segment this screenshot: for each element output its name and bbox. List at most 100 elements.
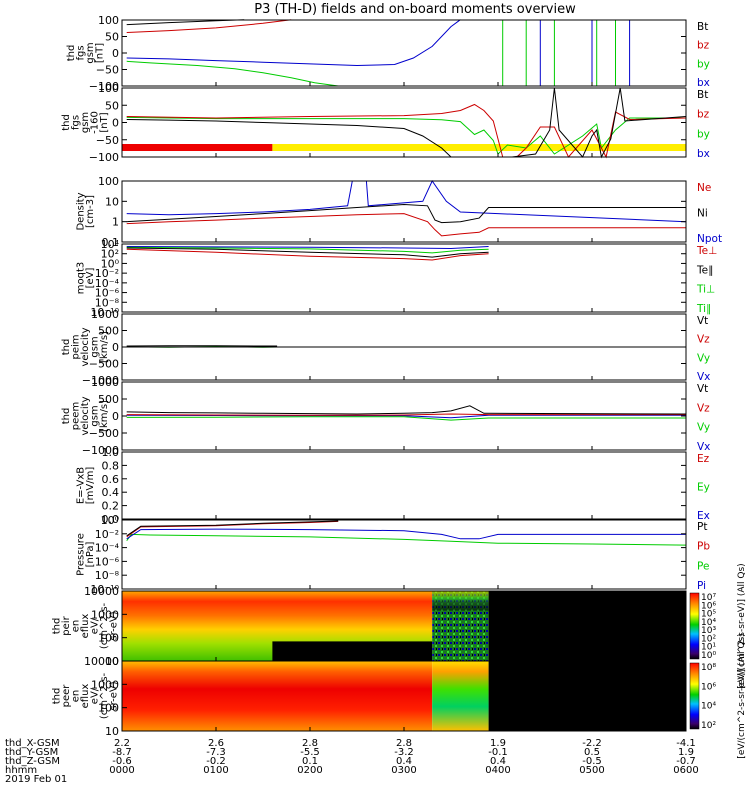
legend-entry: Ne xyxy=(697,182,711,194)
legend-entry: Ni xyxy=(697,208,708,220)
legend-entry: bz xyxy=(697,40,710,52)
legend-entry: by xyxy=(697,128,710,140)
legend-entry: Pe xyxy=(697,560,709,572)
legend-entry: Npot xyxy=(697,233,722,245)
footer-value: 0400 xyxy=(485,765,510,776)
y-tick-label: 10000 xyxy=(84,585,119,598)
y-tick-label: 0.8 xyxy=(102,459,120,472)
data-series-line xyxy=(127,406,686,414)
data-series-line xyxy=(127,417,686,420)
y-tick-label: 10 xyxy=(105,195,119,208)
legend-entry: bx xyxy=(697,77,710,89)
data-series-line xyxy=(127,61,339,86)
footer-value: 0600 xyxy=(673,765,698,776)
y-tick-label: 1 xyxy=(112,216,119,229)
y-tick-label: 10⁻⁶ xyxy=(95,555,120,568)
y-tick-label: 50 xyxy=(105,99,119,112)
legend-entry: Vy xyxy=(697,352,710,364)
y-axis-label: [mV/m] xyxy=(85,467,96,505)
y-tick-label: 10⁻⁸ xyxy=(95,569,120,582)
y-axis-label: [nT] xyxy=(94,43,105,63)
colorbar-tick-label: 10⁸ xyxy=(701,663,716,673)
y-tick-label: 100 xyxy=(98,82,119,95)
data-series-line xyxy=(127,521,339,536)
y-tick-label: −50 xyxy=(96,134,119,147)
panel-4: 10⁴10²10⁰10⁻²10⁻⁴10⁻⁶10⁻⁸10⁻¹⁰moqt3[eV]T… xyxy=(75,238,717,319)
legend-entry: Vt xyxy=(697,315,708,327)
y-axis-label: sr-eV) xyxy=(109,611,120,640)
data-series-line xyxy=(127,181,686,222)
legend-entry: Bt xyxy=(697,89,708,101)
legend-entry: Pt xyxy=(697,521,707,533)
legend-entry: Pb xyxy=(697,541,710,553)
y-tick-label: −50 xyxy=(96,64,119,77)
y-axis-label: [km/s] xyxy=(99,400,110,432)
panel-5: 10005000−500−1000thdpeimvelocitygsm[km/s… xyxy=(61,308,710,387)
panel-8: 10⁰10⁻²10⁻⁴10⁻⁶10⁻⁸10⁻¹⁰Pressure[nPa]PtP… xyxy=(75,514,710,596)
y-tick-label: 50 xyxy=(105,31,119,44)
data-series-line xyxy=(127,20,292,33)
legend-entry: Ti⊥ xyxy=(696,284,715,296)
y-tick-label: 0 xyxy=(112,117,119,130)
colorbar xyxy=(690,663,699,729)
colorbar-tick-label: 10² xyxy=(701,721,716,731)
footer-value: 0000 xyxy=(109,765,134,776)
y-tick-label: 0.6 xyxy=(102,473,120,486)
y-axis-label: sr-eV) xyxy=(109,681,120,710)
legend-entry: Vx xyxy=(697,371,710,383)
legend-entry: Ey xyxy=(697,482,710,494)
legend-entry: Vx xyxy=(697,441,710,453)
colorbar-tick-label: 10⁰ xyxy=(701,651,716,661)
legend-entry: Vz xyxy=(697,402,710,414)
data-series-line xyxy=(127,249,489,260)
legend-entry: Pi xyxy=(697,580,706,592)
y-tick-label: 10000 xyxy=(84,655,119,668)
footer-date: 2019 Feb 01 xyxy=(5,774,67,785)
y-axis-label: [nT] xyxy=(99,112,110,132)
y-tick-label: 10⁻⁴ xyxy=(95,542,120,555)
mode-bar-segment xyxy=(122,144,272,151)
spectrogram-transition-region xyxy=(432,661,488,731)
y-tick-label: 0 xyxy=(112,47,119,60)
colorbar xyxy=(690,593,699,659)
spectrogram-no-data xyxy=(489,661,686,731)
y-tick-label: 10 xyxy=(105,725,119,738)
colorbar-label: [eV/(cm^2-s-sr-eV)] (All Qs) xyxy=(737,633,747,758)
panel-frame xyxy=(122,244,686,312)
footer-value: 0200 xyxy=(297,765,322,776)
y-tick-label: 1000 xyxy=(91,308,119,321)
y-tick-label: 0.4 xyxy=(102,486,120,499)
y-tick-label: 1000 xyxy=(91,376,119,389)
y-tick-label: −100 xyxy=(89,151,119,164)
data-series-line xyxy=(127,529,686,539)
legend-entry: Vz xyxy=(697,334,710,346)
colorbar-tick-label: 10⁶ xyxy=(701,682,716,692)
y-tick-label: 0.2 xyxy=(102,500,120,513)
colorbar-tick-label: 10⁴ xyxy=(701,702,716,712)
panel-6: 10005000−500−1000thdpeemvelocitygsm[km/s… xyxy=(61,376,710,457)
panels: 100500−50−100thdfgsgsm[nT]Btbzbybx100500… xyxy=(52,14,748,759)
footer-value: 0100 xyxy=(203,765,228,776)
spectrogram-high-energy-region xyxy=(432,591,488,611)
y-tick-label: 100 xyxy=(98,14,119,27)
y-axis-label: [cm-3] xyxy=(85,195,96,228)
spectrogram-no-data xyxy=(489,591,686,661)
panel-frame xyxy=(122,181,686,242)
panel-frame xyxy=(122,20,686,86)
y-axis-label: [nPa] xyxy=(85,541,96,567)
legend-entry: Te⊥ xyxy=(696,245,717,257)
legend-entry: Te∥ xyxy=(696,264,713,276)
spectrogram-background xyxy=(122,661,432,731)
data-series-line xyxy=(127,534,686,545)
legend-entry: Vt xyxy=(697,383,708,395)
legend-entry: Bt xyxy=(697,21,708,33)
plot-title: P3 (TH-D) fields and on-board moments ov… xyxy=(254,2,576,17)
y-tick-label: 0 xyxy=(112,410,119,423)
